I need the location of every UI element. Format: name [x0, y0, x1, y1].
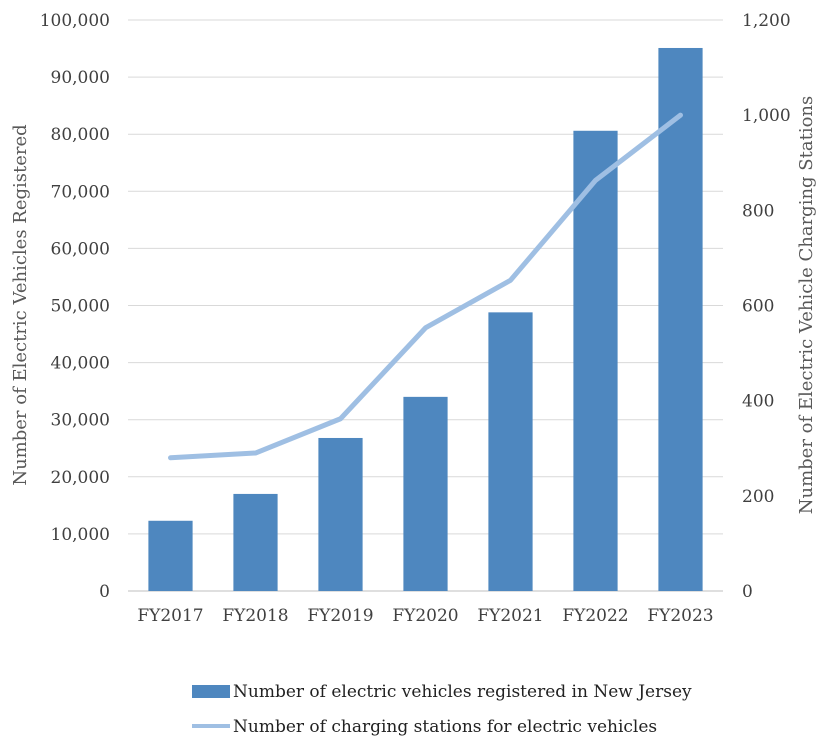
y-tick-label: 100,000: [40, 11, 110, 31]
y2-tick-label: 400: [742, 392, 774, 412]
x-axis-ticks: FY2017 FY2018 FY2019 FY2020 FY2021 FY2022 FY20…: [137, 606, 713, 626]
left-axis-ticks: 0 10,000 20,000 30,000 40,000 50,000 60,000 70,…: [40, 11, 110, 602]
y2-tick-label: 1,000: [742, 106, 791, 126]
bar: [573, 130, 618, 592]
x-tick-label: FY2021: [477, 606, 543, 626]
y-tick-label: 60,000: [51, 239, 110, 259]
line-series: [168, 112, 683, 461]
x-tick-label: FY2022: [562, 606, 628, 626]
legend-swatch-bar: [192, 685, 230, 698]
bar: [403, 396, 448, 591]
legend-label-line: Number of charging stations for electric…: [233, 717, 657, 737]
line-point: [510, 279, 511, 281]
y-tick-label: 30,000: [51, 411, 110, 431]
line-point: [595, 179, 596, 181]
bar-series: [148, 47, 703, 592]
y2-tick-label: 0: [742, 582, 753, 602]
y-tick-label: 70,000: [51, 182, 110, 202]
bar: [658, 47, 703, 591]
right-axis-ticks: 0 200 400 600 800 1,000 1,200: [742, 11, 791, 602]
y2-tick-label: 1,200: [742, 11, 791, 31]
y-tick-label: 0: [99, 582, 110, 602]
y-tick-label: 10,000: [51, 525, 110, 545]
y-tick-label: 80,000: [51, 125, 110, 145]
x-tick-label: FY2023: [647, 606, 713, 626]
y2-tick-label: 600: [742, 297, 774, 317]
x-tick-label: FY2018: [222, 606, 288, 626]
x-tick-label: FY2017: [137, 606, 203, 626]
y2-tick-label: 200: [742, 487, 774, 507]
line-point: [680, 114, 681, 116]
y-axis-title: Number of Electric Vehicles Registered: [10, 124, 31, 485]
bar: [318, 437, 363, 591]
y-tick-label: 20,000: [51, 468, 110, 488]
y-tick-label: 40,000: [51, 354, 110, 374]
bar: [233, 493, 278, 591]
line-point: [425, 327, 426, 329]
y2-axis-title: Number of Electric Vehicle Charging Stat…: [796, 96, 817, 515]
gridlines: [128, 19, 723, 592]
x-tick-label: FY2020: [392, 606, 458, 626]
line-point: [340, 418, 341, 420]
line-point: [170, 457, 171, 459]
bar: [488, 312, 533, 591]
y-tick-label: 50,000: [51, 297, 110, 317]
line-point: [255, 452, 256, 454]
legend: Number of electric vehicles registered i…: [192, 682, 692, 737]
bar: [148, 520, 193, 591]
x-tick-label: FY2019: [307, 606, 373, 626]
legend-label-bar: Number of electric vehicles registered i…: [233, 682, 692, 702]
y-tick-label: 90,000: [51, 68, 110, 88]
y2-tick-label: 800: [742, 201, 774, 221]
